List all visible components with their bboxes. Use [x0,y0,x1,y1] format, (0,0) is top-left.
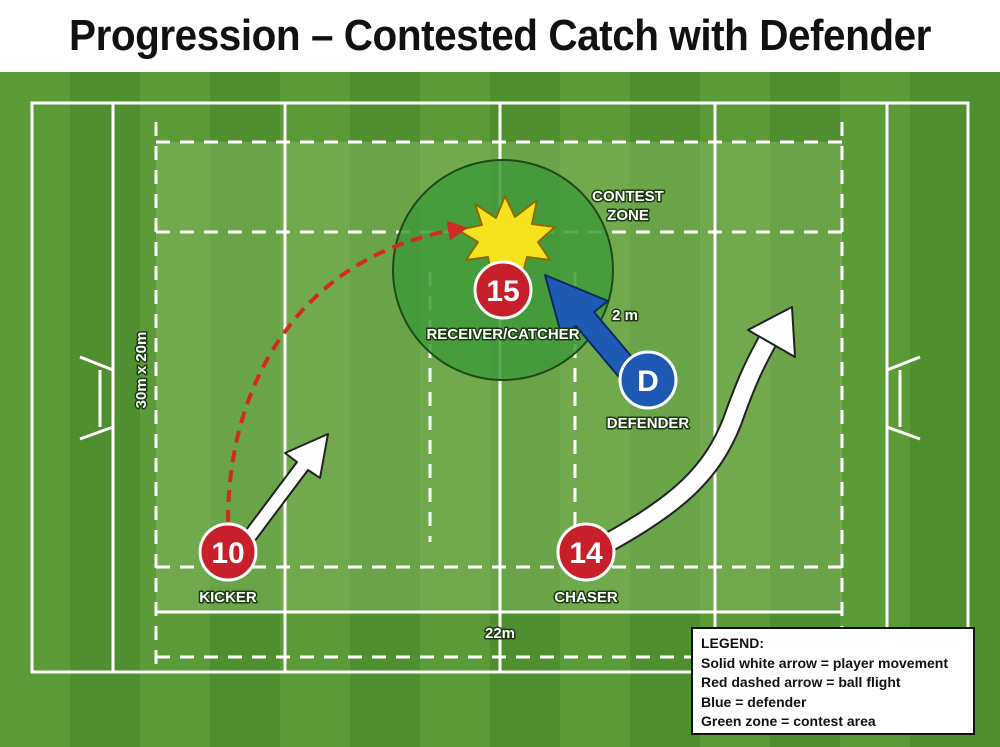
catcher-role-label: RECEIVER/CATCHER [426,326,579,343]
kicker-movement-arrow [236,433,329,551]
legend-item: Green zone = contest area [701,713,876,729]
chaser-movement-arrow [595,335,776,555]
legend: LEGEND: Solid white arrow = player movem… [691,627,975,735]
kicker-role-label: KICKER [199,589,257,606]
goal-posts-right [886,355,921,441]
legend-item: Red dashed arrow = ball flight [701,674,901,690]
defender-role-label: DEFENDER [607,415,690,432]
player-number: 15 [486,275,519,308]
player-catcher: 15 [473,260,533,320]
player-chaser: 14 [556,522,616,582]
grid-width-label: 22m [485,625,515,642]
contest-zone-label-2: ZONE [607,207,649,224]
player-number: 14 [569,537,603,570]
grid-height-label: 30m x 20m [133,332,150,409]
contest-zone-label-1: CONTEST [592,188,664,205]
defender-movement-arrow [544,274,643,384]
ball-flight-arrow [226,220,468,523]
goal-posts-left [30,355,114,441]
legend-item: Solid white arrow = player movement [701,654,949,671]
page-title: Progression – Contested Catch with Defen… [69,11,931,60]
player-number: 10 [211,537,244,570]
legend-item: Blue = defender [701,693,807,710]
chaser-arrow-head [747,306,796,358]
player-defender: D [618,350,678,410]
player-kicker: 10 [198,522,258,582]
player-number: D [637,365,659,398]
legend-heading: LEGEND: [701,635,764,651]
distance-label: 2 m [612,307,638,324]
chaser-role-label: CHASER [554,589,618,606]
